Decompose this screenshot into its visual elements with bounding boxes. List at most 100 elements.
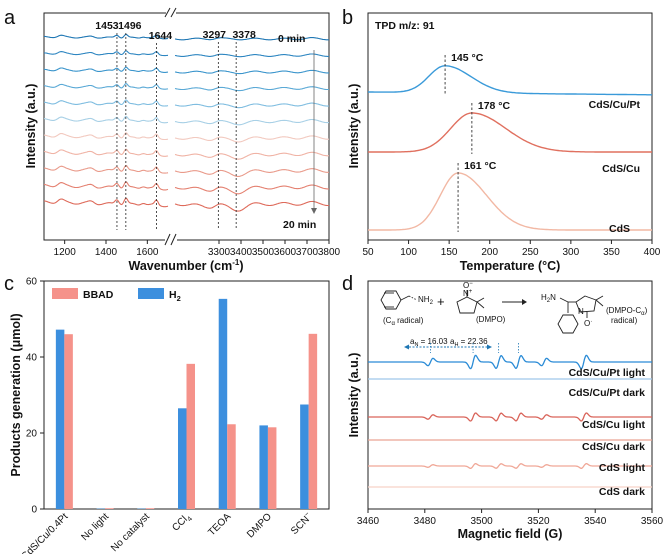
panel-a-xtick-label: 3300 (208, 247, 231, 258)
panel-b-xtick-label: 350 (603, 247, 620, 258)
panel-a-spectrum-left (44, 33, 169, 40)
panel-label-a: a (4, 7, 16, 29)
legend-swatch-bbad (52, 288, 78, 299)
bar-bbad (227, 424, 236, 509)
bar-bbad (186, 363, 195, 509)
panel-a-curves (43, 33, 330, 212)
panel-d-series-label: CdS/Cu dark (582, 441, 645, 453)
product-ring (575, 295, 597, 313)
panel-a-time-end: 20 min (283, 219, 316, 231)
panel-b-peak-label: 178 °C (478, 100, 511, 112)
panel-a-spectrum-right (174, 118, 329, 126)
panel-b-curve (368, 112, 652, 153)
panel-c-category-label: CdS/Cu/0.4Pt (19, 511, 70, 554)
panel-c-category-label: SCN− (288, 511, 314, 537)
hyperfine-annotation: aN = 16.03 aH = 22.36 (404, 337, 492, 350)
panel-label-c: c (4, 273, 14, 295)
panel-d-xtick-label: 3520 (527, 516, 550, 527)
panel-a-time-start: 0 min (278, 33, 305, 45)
panel-b-xtick-label: 100 (400, 247, 417, 258)
panel-label-d: d (342, 273, 353, 295)
panel-c-ytick-label: 40 (26, 353, 38, 364)
panel-a-spectrum-left (43, 99, 169, 107)
svg-text:aN = 16.03: aN = 16.03 (410, 337, 448, 348)
svg-text:aH = 22.36: aH = 22.36 (450, 337, 488, 348)
panel-d-series-label: CdS/Cu light (582, 419, 645, 431)
panel-a-frame (43, 12, 330, 241)
panel-a-spectrum-left (43, 66, 169, 73)
panel-d-epr-trace (368, 412, 652, 422)
benzene-ring-product (557, 314, 579, 334)
panel-a-xtick-label: 3500 (252, 247, 275, 258)
panel-c-category-label: DMPO (245, 511, 274, 540)
panel-c-legend: BBAD H2 (52, 288, 181, 303)
bar-h2 (55, 329, 65, 509)
panel-a-peak-label: 3297 (203, 29, 227, 41)
reaction-scheme (380, 290, 604, 334)
h2n-label: H2N (541, 293, 556, 304)
panel-a-spectrum-left (43, 148, 169, 157)
panel-b-xtick-label: 300 (563, 247, 580, 258)
panel-a-time-arrowhead (311, 208, 317, 214)
bar-bbad (64, 334, 73, 509)
panel-c-category-label: No light (79, 511, 111, 543)
panel-a-xlabel: Wavenumber (cm-1) (128, 258, 243, 273)
panel-a-xtick-label: 1600 (136, 247, 159, 258)
panel-a-xtick-label: 3700 (296, 247, 319, 258)
dmpo-n-label: N+ (463, 289, 473, 298)
bar-bbad (267, 427, 277, 509)
panel-a-spectrum-right (174, 86, 329, 92)
panel-a-spectrum-right (174, 37, 329, 41)
c-alpha-radical-label: (Cα radical) (383, 316, 424, 327)
panel-c-category-label: TEOA (206, 511, 233, 538)
bar-h2 (218, 298, 228, 509)
panel-a-xtick-label: 1200 (54, 247, 77, 258)
panel-d-series-label: CdS/Cu/Pt light (569, 367, 646, 379)
panel-a-peak-label: 1496 (118, 20, 142, 32)
panel-a-xticks: 1200 1400 1600 3300 3400 3500 3600 3700 3800 (54, 240, 341, 258)
panel-b-xtick-label: 200 (481, 247, 498, 258)
panel-a-spectrum-right (174, 69, 329, 75)
panel-c-ytick-label: 0 (31, 505, 37, 516)
panel-b-xticks: 50 100 150 200 250 300 350 400 (362, 240, 661, 258)
legend-swatch-h2 (138, 288, 164, 299)
panel-b-frame (367, 12, 653, 241)
panel-d-xlabel: Magnetic field (G) (458, 527, 563, 541)
panel-a-peak-labels: 1453 1496 1644 3297 3378 (95, 20, 256, 42)
panel-a-spectrum-right (174, 184, 329, 195)
panel-d-xticks: 3460 3480 3500 3520 3540 3560 (357, 509, 664, 527)
panel-c-category-label: No catalyst (109, 511, 152, 554)
bar-h2 (259, 425, 268, 509)
panel-b-xtick-label: 50 (362, 247, 374, 258)
panel-a-xtick-label: 3600 (274, 247, 297, 258)
panel-c-category-label: CCl4 (170, 511, 194, 535)
panel-a-spectrum-left (43, 132, 169, 141)
panel-a-spectrum-right (174, 102, 330, 109)
panel-b-curve (368, 172, 652, 231)
product-label-1: (DMPO-Cα) (606, 306, 648, 317)
panel-b-peak-label: 161 °C (464, 160, 497, 172)
panel-c-ytick-label: 20 (26, 429, 38, 440)
panel-a-spectrum-left (43, 181, 169, 191)
panel-c-ylabel: Products generation (μmol) (9, 313, 23, 476)
panel-a-ylabel: Intensity (a.u.) (24, 84, 38, 169)
panel-a-peak-label: 3378 (232, 29, 256, 41)
dmpo-o-label: O− (463, 281, 473, 290)
panel-d-xtick-label: 3460 (357, 516, 380, 527)
panel-a-spectrum-left (43, 197, 169, 208)
dmpo-label: (DMPO) (476, 315, 506, 324)
panel-d-series-label: CdS dark (599, 486, 645, 498)
panel-c-ytick-label: 60 (26, 277, 38, 288)
panel-b-series-label: CdS/Cu (602, 163, 640, 175)
panel-d-epr: NH2 (Cα radical) + N+ O− (DMPO) H2N N O·… (347, 280, 664, 541)
panel-a-spectrum-left (43, 83, 169, 90)
panel-b-peak-label: 145 °C (451, 52, 484, 64)
panel-b-curves: 145 °C CdS/Cu/Pt 178 °C CdS/Cu 161 °C CdS (368, 52, 652, 235)
panel-d-epr-trace (368, 463, 652, 469)
panel-d-ylabel: Intensity (a.u.) (347, 353, 361, 438)
panel-a-xtick-label: 3400 (230, 247, 253, 258)
panel-a-xtick-label: 3800 (318, 247, 341, 258)
